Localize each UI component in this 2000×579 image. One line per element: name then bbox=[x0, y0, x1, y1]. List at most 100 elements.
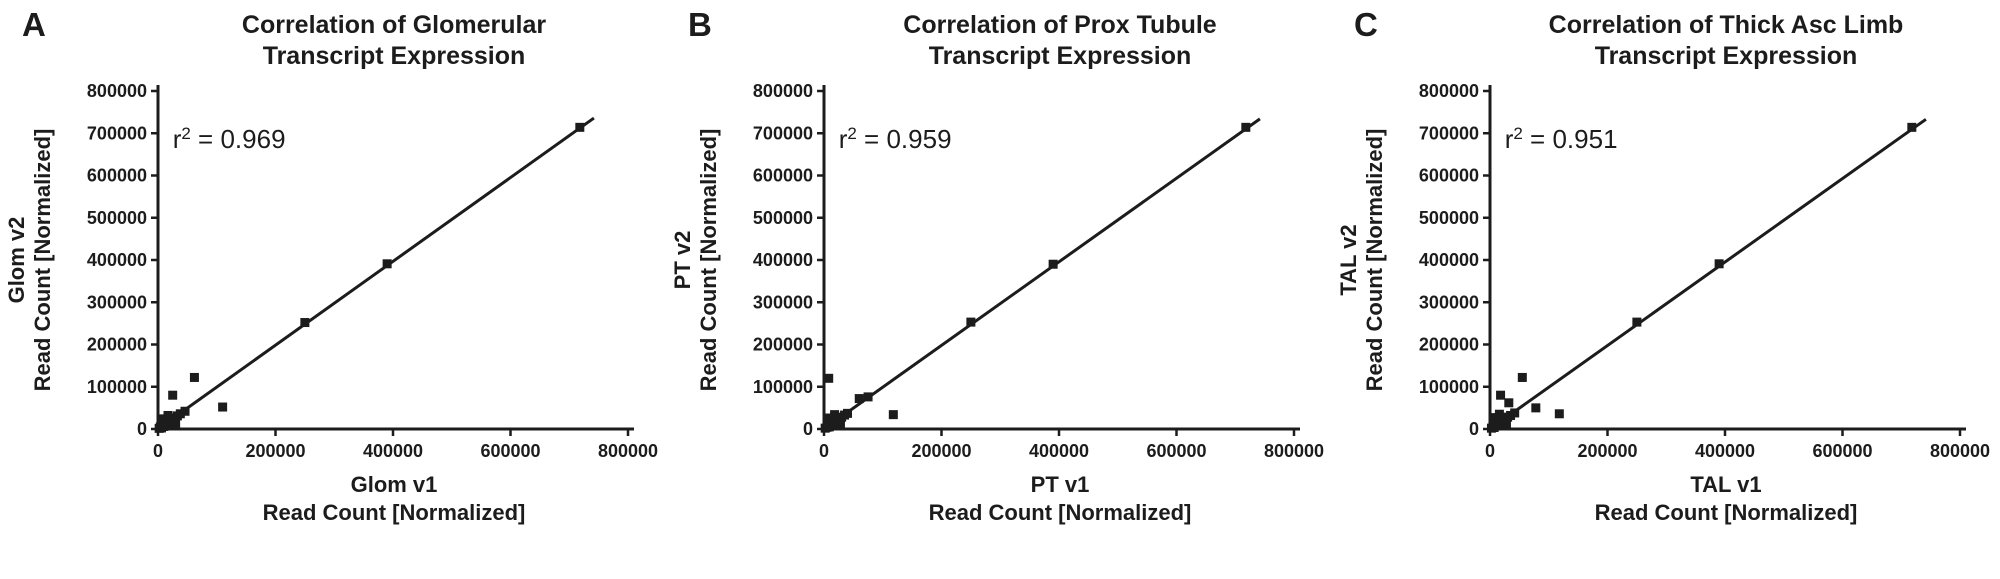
scatter-plot: 0 100000 200000 300000 400000 500000 600000 700… bbox=[1419, 81, 1990, 461]
y-tick-label: 400000 bbox=[1419, 250, 1479, 270]
y-axis-label-wrap: TAL v2 Read Count [Normalized] bbox=[1334, 77, 1390, 469]
data-point bbox=[180, 406, 190, 416]
y-tick-label: 500000 bbox=[87, 208, 147, 228]
chart-title-line2: Transcript Expression bbox=[262, 41, 526, 70]
x-tick-label: 600000 bbox=[1812, 441, 1872, 461]
y-tick-label: 100000 bbox=[87, 377, 147, 397]
y-tick-label: 700000 bbox=[753, 123, 813, 143]
y-tick-label: 300000 bbox=[1419, 292, 1479, 312]
fit-line bbox=[157, 116, 595, 431]
data-point bbox=[218, 402, 228, 412]
data-point bbox=[824, 373, 834, 383]
y-axis-label-line1: PT v2 bbox=[670, 230, 696, 290]
y-axis-label: TAL v2 Read Count [Normalized] bbox=[1336, 129, 1388, 392]
x-tick-label: 800000 bbox=[598, 441, 658, 461]
r-squared-label: r2 = 0.951 bbox=[1505, 124, 1618, 154]
y-tick-label: 500000 bbox=[753, 208, 813, 228]
data-point bbox=[158, 414, 168, 424]
y-tick-label: 800000 bbox=[753, 81, 813, 101]
data-point bbox=[168, 390, 178, 400]
data-point bbox=[163, 410, 173, 420]
y-tick-label: 0 bbox=[1469, 419, 1479, 439]
data-point bbox=[1501, 419, 1511, 429]
x-tick-label: 200000 bbox=[911, 441, 971, 461]
x-tick-label: 0 bbox=[153, 441, 163, 461]
panel-letter: B bbox=[688, 6, 712, 43]
panel-letter: C bbox=[1354, 6, 1378, 43]
scatter-plot: 0 100000 200000 300000 400000 500000 600000 700… bbox=[87, 81, 658, 461]
data-point bbox=[1241, 122, 1251, 132]
data-point bbox=[575, 122, 585, 132]
x-axis-label-line1: Glom v1 bbox=[350, 472, 438, 497]
y-tick-label: 0 bbox=[137, 419, 147, 439]
data-point bbox=[1531, 403, 1541, 413]
panel-glomerular: A Correlation of Glomerular Transcript E… bbox=[0, 0, 666, 579]
y-tick-label: 600000 bbox=[87, 166, 147, 186]
data-point bbox=[1504, 398, 1514, 408]
chart-title-line2: Transcript Expression bbox=[1594, 41, 1858, 70]
x-axis-label-line2: Read Count [Normalized] bbox=[262, 499, 526, 525]
y-axis-label-wrap: PT v2 Read Count [Normalized] bbox=[668, 77, 724, 469]
y-tick-label: 800000 bbox=[87, 81, 147, 101]
data-point bbox=[843, 408, 852, 418]
data-point bbox=[1496, 390, 1506, 400]
data-point bbox=[1510, 408, 1520, 418]
plot-row: Glom v2 Read Count [Normalized] 0 100000 2… bbox=[2, 77, 666, 469]
y-tick-label: 200000 bbox=[87, 335, 147, 355]
y-tick-label: 700000 bbox=[87, 123, 147, 143]
data-point bbox=[382, 259, 392, 269]
y-tick-label: 400000 bbox=[753, 250, 813, 270]
x-tick-label: 400000 bbox=[1695, 441, 1755, 461]
x-axis-label: Glom v1 Read Count [Normalized] bbox=[122, 471, 666, 526]
y-tick-label: 0 bbox=[803, 419, 813, 439]
y-axis-label-line1: Glom v2 bbox=[4, 216, 30, 304]
y-tick-label: 200000 bbox=[753, 335, 813, 355]
x-tick-label: 800000 bbox=[1930, 441, 1990, 461]
x-axis-label: PT v1 Read Count [Normalized] bbox=[788, 471, 1332, 526]
chart-title-line1: Correlation of Thick Asc Limb bbox=[1548, 11, 1904, 39]
chart-title: Correlation of Prox Tubule Transcript Ex… bbox=[788, 10, 1332, 71]
y-tick-label: 500000 bbox=[1419, 208, 1479, 228]
y-axis-label-line2: Read Count [Normalized] bbox=[30, 128, 55, 392]
y-tick-label: 400000 bbox=[87, 250, 147, 270]
panel-letter: A bbox=[22, 6, 46, 43]
data-point bbox=[1494, 409, 1504, 419]
r-squared-label: r2 = 0.969 bbox=[173, 124, 286, 154]
y-axis-label-line2: Read Count [Normalized] bbox=[696, 128, 721, 392]
x-tick-label: 400000 bbox=[1029, 441, 1089, 461]
x-axis-label-line1: PT v1 bbox=[1030, 472, 1090, 497]
y-tick-label: 100000 bbox=[753, 377, 813, 397]
data-point bbox=[1517, 372, 1527, 382]
x-axis-label-line2: Read Count [Normalized] bbox=[1594, 499, 1858, 525]
data-point bbox=[854, 394, 864, 404]
data-point bbox=[1554, 409, 1564, 419]
y-tick-label: 100000 bbox=[1419, 377, 1479, 397]
data-point bbox=[1048, 259, 1058, 269]
r-squared-label: r2 = 0.959 bbox=[839, 124, 952, 154]
data-point bbox=[300, 318, 310, 328]
y-axis-label-line1: TAL v2 bbox=[1336, 224, 1362, 296]
panel-thick-asc-limb: C Correlation of Thick Asc Limb Transcri… bbox=[1332, 0, 1998, 579]
chart-title: Correlation of Thick Asc Limb Transcript… bbox=[1454, 10, 1998, 71]
y-tick-label: 300000 bbox=[87, 292, 147, 312]
y-tick-label: 600000 bbox=[1419, 166, 1479, 186]
x-axis-label: TAL v1 Read Count [Normalized] bbox=[1454, 471, 1998, 526]
x-axis-label-line1: TAL v1 bbox=[1690, 472, 1762, 497]
y-axis-label: PT v2 Read Count [Normalized] bbox=[670, 129, 722, 392]
data-point bbox=[175, 409, 185, 419]
y-tick-label: 800000 bbox=[1419, 81, 1479, 101]
data-point bbox=[825, 413, 835, 423]
x-tick-label: 400000 bbox=[363, 441, 423, 461]
data-point bbox=[1714, 259, 1724, 269]
y-tick-label: 200000 bbox=[1419, 335, 1479, 355]
data-point bbox=[171, 419, 181, 429]
fit-line bbox=[1489, 118, 1927, 431]
chart-title-line1: Correlation of Glomerular bbox=[241, 11, 547, 39]
y-axis-label-line2: Read Count [Normalized] bbox=[1362, 128, 1387, 392]
y-tick-label: 600000 bbox=[753, 166, 813, 186]
plot-row: PT v2 Read Count [Normalized] 0 100000 200… bbox=[668, 77, 1332, 469]
chart-title-line2: Transcript Expression bbox=[928, 41, 1192, 70]
x-tick-label: 0 bbox=[819, 441, 829, 461]
data-point bbox=[1907, 122, 1917, 132]
